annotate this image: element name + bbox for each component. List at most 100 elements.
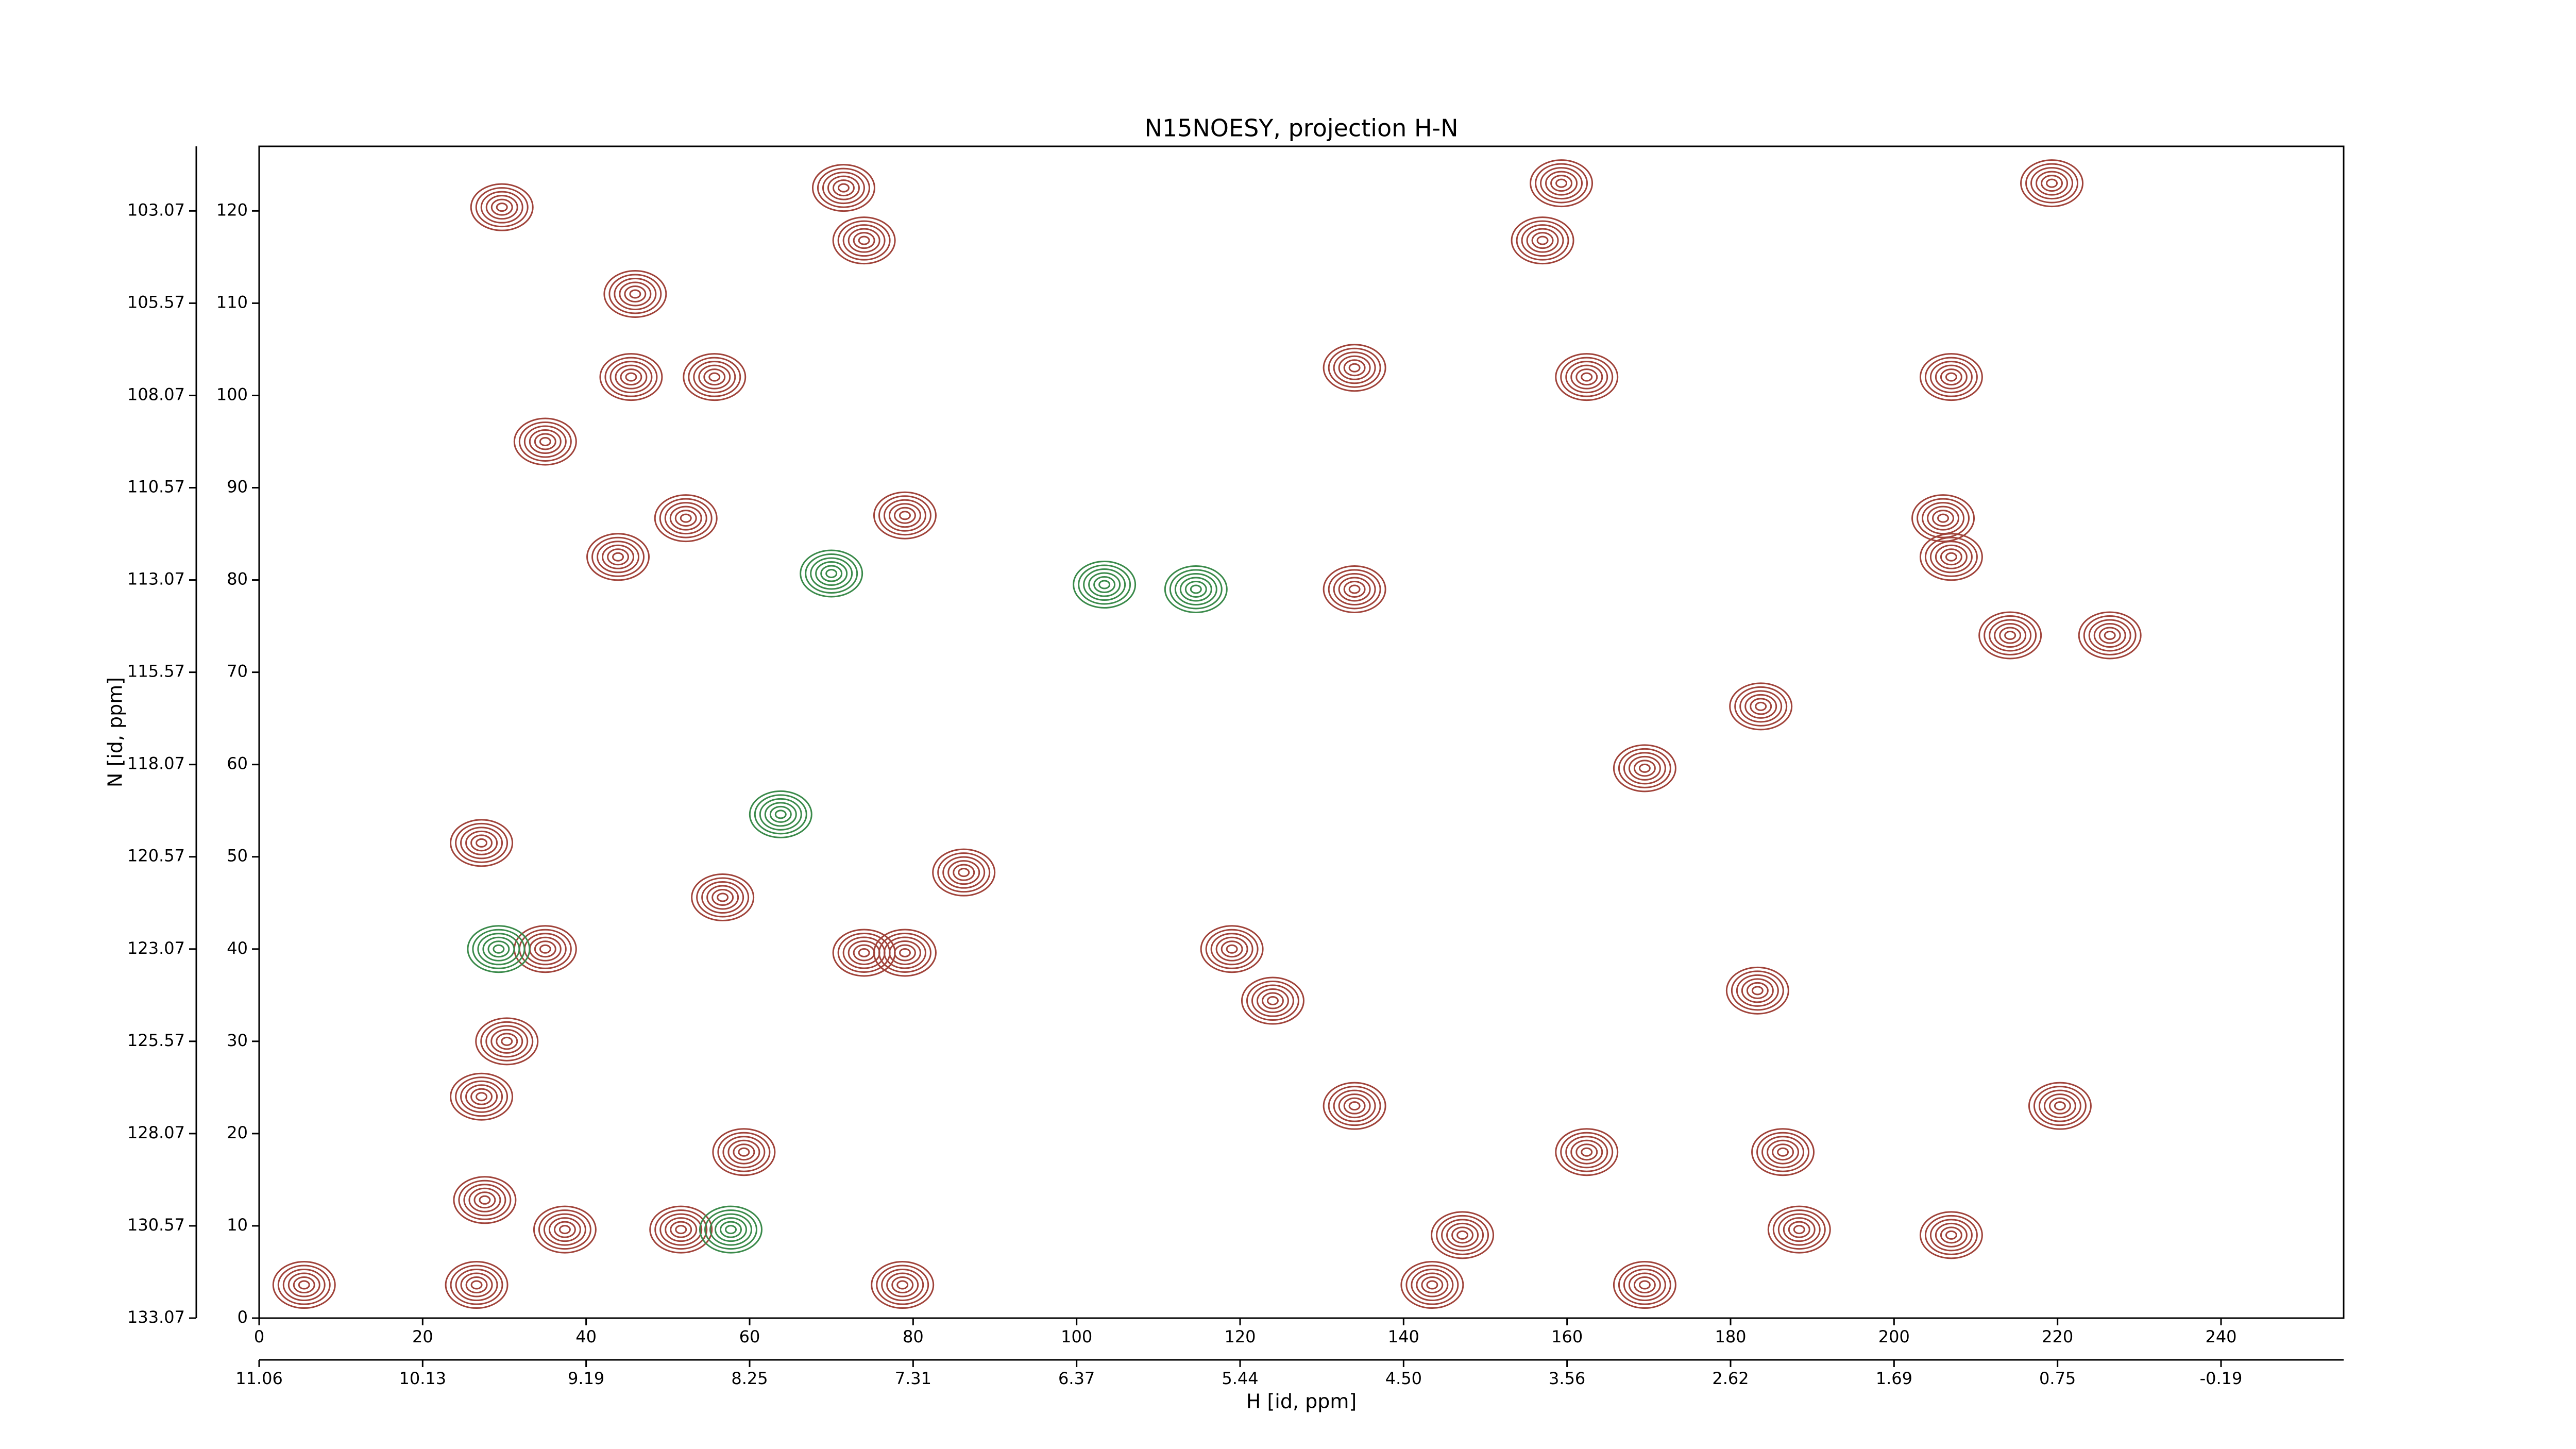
y-tick-label: 50: [227, 846, 248, 866]
contour-level: [958, 868, 970, 878]
contour-level: [878, 495, 931, 536]
contour-level: [1348, 584, 1361, 594]
contour-level: [534, 433, 556, 450]
contour-level: [445, 1261, 509, 1309]
contour-level: [1184, 580, 1207, 598]
y-tick-label: 100: [216, 384, 248, 404]
x-tick-label: 240: [2205, 1327, 2236, 1346]
contour-level: [2028, 1082, 2092, 1130]
x-tick-label: 60: [739, 1327, 760, 1346]
contour-level: [1405, 1265, 1459, 1305]
contour-level: [693, 361, 736, 394]
contour-level: [1751, 986, 1764, 996]
contour-level: [475, 1017, 539, 1066]
contour-level: [1633, 1276, 1656, 1294]
peak: [654, 494, 718, 543]
contour-level: [450, 1072, 514, 1121]
contour-level: [1323, 565, 1386, 613]
y2-tick-label: 103.07: [127, 200, 185, 220]
contour-level: [691, 873, 755, 922]
contour-level: [2041, 175, 2063, 192]
contour-level: [1456, 1230, 1469, 1240]
contour-level: [463, 1184, 506, 1217]
contour-level: [2030, 167, 2074, 200]
x2-tick-label: 6.37: [1058, 1369, 1095, 1388]
contour-level: [2020, 159, 2084, 208]
contour-level: [1421, 1276, 1444, 1294]
contour-level: [1772, 1143, 1794, 1161]
contour-level: [1613, 1261, 1676, 1309]
contour-level: [1919, 1211, 1983, 1259]
contour-level: [1736, 974, 1779, 1007]
contour-level: [873, 929, 937, 977]
contour-level: [1416, 1272, 1449, 1298]
y2-tick-label: 128.07: [127, 1123, 185, 1142]
contour-level: [842, 224, 886, 257]
contour-level: [1348, 1101, 1361, 1111]
contour-level: [1731, 970, 1784, 1011]
contour-level: [2043, 1093, 2076, 1119]
contour-level: [529, 429, 562, 454]
contour-level: [825, 569, 838, 579]
contour-level: [1328, 1086, 1381, 1126]
peak: [2020, 159, 2084, 208]
contour-level: [1555, 353, 1619, 401]
contour-level: [1323, 1082, 1386, 1130]
contour-level: [893, 507, 916, 524]
contour-level: [1581, 372, 1593, 382]
contour-level: [1989, 619, 2032, 652]
contour-level: [534, 940, 556, 958]
contour-level: [1623, 752, 1666, 785]
contour-level: [1531, 232, 1554, 249]
contour-level: [602, 544, 635, 569]
contour-level: [493, 944, 505, 954]
peak: [1200, 925, 1264, 973]
contour-level: [467, 925, 531, 973]
contour-level: [1560, 357, 1614, 397]
x2-tick-label: 3.56: [1549, 1369, 1585, 1388]
contour-level: [886, 1272, 919, 1298]
contour-level: [293, 1276, 315, 1294]
peak: [1511, 216, 1574, 265]
peak: [683, 353, 747, 401]
contour-level: [2088, 619, 2131, 652]
peak: [445, 1261, 509, 1309]
x-tick-label: 0: [254, 1327, 264, 1346]
peak: [450, 1072, 514, 1121]
peak: [475, 1017, 539, 1066]
contour-level: [614, 277, 657, 310]
contour-level: [706, 885, 739, 910]
y2-tick-label: 105.57: [127, 292, 185, 312]
contour-level: [947, 860, 980, 885]
contour-level: [1555, 178, 1568, 188]
contour-level: [2054, 1101, 2066, 1111]
contour-level: [523, 425, 567, 458]
contour-level: [722, 1136, 766, 1169]
peak: [1431, 1211, 1495, 1259]
contour-level: [479, 1195, 491, 1205]
contour-level: [1575, 368, 1598, 386]
peak: [470, 183, 534, 231]
contour-level: [1251, 984, 1294, 1017]
contour-level: [1935, 1222, 1968, 1248]
contour-level: [1924, 1215, 1978, 1255]
contour-level: [287, 1272, 320, 1298]
contour-level: [1205, 929, 1259, 969]
contour-level: [2104, 630, 2116, 640]
contour-level: [837, 220, 891, 261]
contour-level: [473, 1191, 496, 1209]
x2-tick-label: 2.62: [1712, 1369, 1749, 1388]
contour-level: [1328, 347, 1381, 388]
contour-level: [1343, 580, 1366, 598]
contour-level: [476, 838, 488, 848]
contour-level: [883, 936, 926, 969]
contour-level: [2083, 615, 2137, 655]
contour-level: [688, 357, 741, 397]
contour-level: [1343, 1097, 1366, 1115]
x-tick-label: 80: [903, 1327, 924, 1346]
contour-level: [1570, 364, 1603, 390]
chart-title: N15NOESY, projection H-N: [1144, 114, 1458, 142]
x-tick-label: 220: [2042, 1327, 2073, 1346]
x2-tick-label: 4.50: [1385, 1369, 1422, 1388]
contour-level: [680, 513, 692, 523]
